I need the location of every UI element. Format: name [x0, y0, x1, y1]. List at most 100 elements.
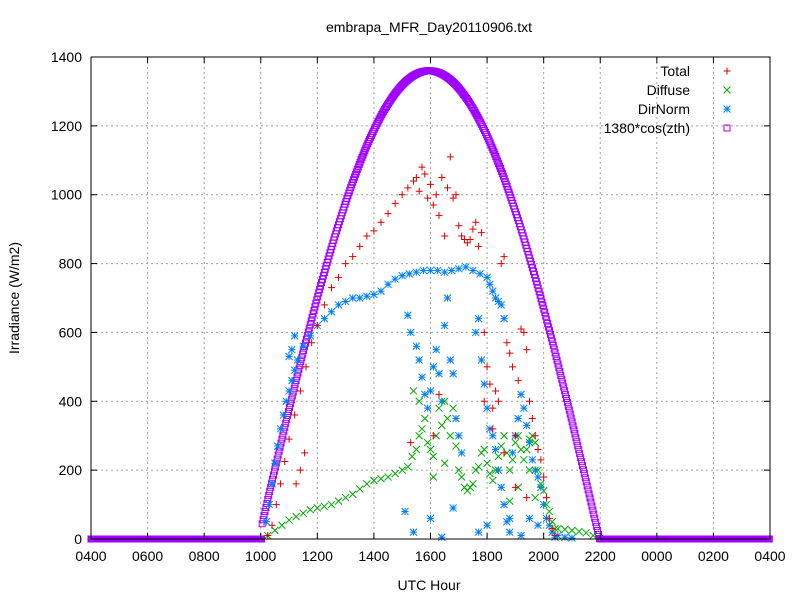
y-tick-label: 1400	[51, 49, 82, 65]
data-point	[288, 376, 296, 385]
cos-curve-point	[266, 487, 274, 495]
data-point	[488, 431, 497, 440]
cos-curve-point	[555, 364, 563, 372]
data-point	[412, 174, 420, 181]
data-point	[472, 218, 480, 226]
data-point	[542, 494, 550, 502]
cos-curve-point	[261, 508, 269, 516]
data-point	[327, 284, 335, 292]
data-point	[265, 500, 274, 509]
data-point	[391, 275, 399, 283]
data-point	[291, 411, 299, 419]
legend-label: DirNorm	[638, 101, 690, 117]
data-point	[435, 390, 443, 398]
data-point	[440, 268, 449, 277]
data-point	[446, 356, 455, 364]
data-point	[475, 242, 483, 250]
data-point	[523, 346, 531, 354]
cos-curve-point	[588, 502, 596, 510]
data-point	[505, 497, 514, 505]
cos-curve-point	[287, 396, 295, 404]
data-point	[494, 452, 503, 461]
data-point	[522, 445, 531, 454]
data-point	[443, 184, 451, 192]
data-point	[432, 345, 441, 354]
data-point	[377, 474, 385, 483]
cos-curve-point	[587, 498, 595, 506]
data-point	[575, 527, 583, 536]
data-point	[511, 483, 519, 491]
data-point	[505, 514, 514, 523]
cos-curve-point	[574, 442, 582, 450]
data-point	[429, 452, 438, 461]
data-point	[406, 328, 415, 337]
data-point	[306, 332, 315, 340]
data-point	[469, 225, 477, 233]
data-point	[551, 532, 559, 540]
cos-curve-point	[283, 415, 291, 423]
cos-curve-point	[305, 324, 313, 332]
data-point	[528, 415, 536, 422]
cos-curve-point	[486, 139, 494, 147]
data-point	[474, 462, 483, 471]
data-point	[355, 485, 364, 493]
cos-curve-point	[278, 435, 286, 443]
cos-curve-point	[490, 148, 498, 156]
data-point	[454, 466, 463, 474]
data-point	[466, 235, 474, 243]
data-point	[404, 311, 412, 320]
data-point	[531, 438, 540, 447]
data-point	[480, 445, 489, 454]
data-point	[452, 442, 460, 450]
data-point	[427, 180, 434, 188]
data-point	[561, 525, 569, 534]
data-point	[505, 466, 514, 474]
cos-curve-point	[551, 349, 559, 357]
data-point	[362, 292, 371, 301]
cos-curve-point	[298, 354, 306, 362]
data-point	[469, 480, 477, 488]
cos-curve-point	[485, 137, 493, 145]
cos-curve-point	[273, 455, 281, 463]
legend-label: Total	[660, 63, 690, 79]
cos-curve-point	[558, 375, 566, 383]
cos-curve-point	[583, 482, 591, 490]
cos-curve-point	[357, 156, 365, 164]
data-point	[437, 421, 446, 430]
y-tick-label: 400	[59, 393, 83, 409]
data-point	[469, 266, 477, 275]
data-point	[531, 432, 539, 440]
x-tick-label: 0400	[754, 548, 785, 564]
cos-curve-point	[282, 419, 290, 427]
data-point	[486, 380, 494, 388]
cos-curve-point	[564, 402, 572, 410]
cos-curve-point	[582, 478, 590, 486]
data-point	[327, 307, 336, 316]
cos-curve-point	[541, 309, 549, 317]
cos-curve-point	[496, 162, 504, 170]
y-tick-label: 1200	[51, 118, 82, 134]
cos-curve-point	[560, 383, 568, 391]
data-point	[426, 445, 435, 454]
data-point	[281, 458, 289, 466]
x-tick-label: 0400	[75, 548, 106, 564]
series-diffuse	[263, 387, 598, 540]
data-point	[526, 397, 534, 405]
cos-curve-point	[546, 330, 554, 338]
data-point	[349, 253, 357, 261]
data-point	[520, 404, 528, 413]
data-point	[506, 349, 514, 357]
data-point	[398, 271, 407, 280]
data-point	[285, 516, 293, 524]
data-point	[327, 500, 336, 509]
cos-curve-point	[593, 522, 601, 530]
data-point	[517, 445, 525, 454]
data-point	[296, 466, 304, 474]
cos-curve-point	[279, 431, 287, 439]
legend-marker	[723, 124, 731, 132]
x-tick-label: 1200	[302, 548, 333, 564]
data-point	[457, 449, 466, 457]
cos-curve-point	[590, 510, 598, 518]
data-point	[454, 431, 463, 440]
data-point	[415, 397, 424, 406]
